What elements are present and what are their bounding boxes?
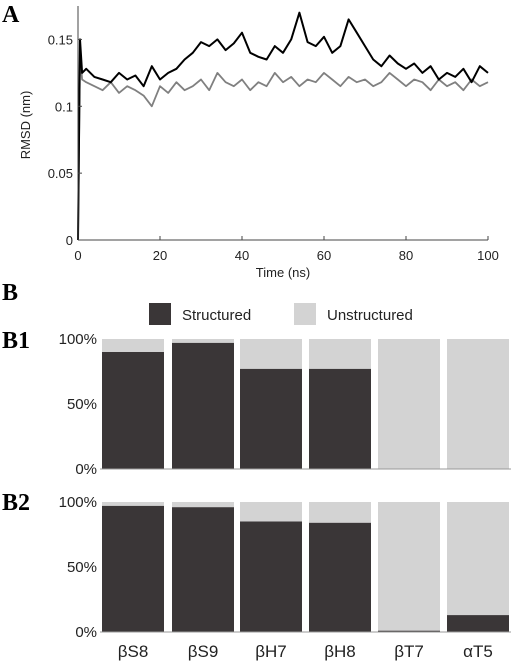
category-label: αT5 (463, 642, 493, 661)
legend: Structured Unstructured (149, 303, 413, 325)
b1-bar-unstructured (102, 339, 164, 352)
b2-bar-structured (240, 521, 302, 632)
b2-y-tick-label: 50% (67, 559, 97, 576)
category-label: βH8 (324, 642, 356, 661)
bar-chart-b1: 0% 50% 100% (59, 331, 511, 478)
x-axis-label: Time (ns) (256, 265, 310, 280)
b2-bar-structured (378, 630, 440, 632)
legend-swatch-unstructured (294, 303, 316, 325)
x-tick-label: 20 (153, 248, 167, 263)
y-tick-label: 0.15 (48, 32, 73, 47)
b1-y-tick-label: 100% (59, 331, 97, 348)
panel-label-b: B (2, 280, 18, 306)
b1-bar-unstructured (240, 339, 302, 369)
y-ticks: 0 0.05 0.1 0.15 (48, 32, 82, 248)
y-axis-label: RMSD (nm) (18, 91, 33, 160)
b2-bar-structured (102, 505, 164, 632)
b1-bar-unstructured (309, 339, 371, 369)
category-label: βS9 (188, 642, 219, 661)
line-series-gray (77, 51, 489, 241)
x-ticks: 0 20 40 60 80 100 (74, 236, 499, 263)
category-label: βT7 (394, 642, 424, 661)
legend-swatch-structured (149, 303, 171, 325)
b2-y-tick-label: 100% (59, 494, 97, 511)
b2-bar-unstructured (378, 502, 440, 631)
b2-bar-unstructured (447, 502, 509, 616)
b1-y-tick-label: 0% (75, 461, 97, 478)
line-series-group (77, 11, 489, 241)
rmsd-line-chart: 0 20 40 60 80 100 0 0.05 0.1 0.15 Time (ns) RMSD… (18, 6, 499, 280)
b1-bar-structured (102, 352, 164, 469)
b2-bar-unstructured (240, 502, 302, 522)
b2-bar-structured (309, 522, 371, 632)
legend-label-structured: Structured (182, 307, 251, 324)
b2-bar-structured (172, 507, 234, 632)
b2-bar-unstructured (309, 502, 371, 523)
x-tick-label: 100 (477, 248, 499, 263)
category-labels: βS8 βS9 βH7 βH8 βT7 αT5 (118, 642, 493, 661)
x-tick-label: 0 (74, 248, 81, 263)
b2-bar-structured (447, 615, 509, 632)
b2-y-tick-label: 0% (75, 624, 97, 641)
panel-label-b2: B2 (2, 490, 30, 516)
panel-label-b1: B1 (2, 328, 30, 354)
legend-label-unstructured: Unstructured (327, 307, 413, 324)
b1-bar-structured (309, 368, 371, 469)
b2-bar-unstructured (102, 502, 164, 506)
bar-chart-b2: 0% 50% 100% (59, 494, 511, 641)
b1-bar-unstructured (378, 339, 440, 469)
b1-bar-unstructured (172, 339, 234, 343)
y-tick-label: 0.05 (48, 166, 73, 181)
category-label: βS8 (118, 642, 149, 661)
y-tick-label: 0 (66, 233, 73, 248)
y-tick-label: 0.1 (55, 99, 73, 114)
b1-y-tick-label: 50% (67, 396, 97, 413)
b1-bar-structured (240, 368, 302, 469)
b1-bar-unstructured (447, 339, 509, 469)
b2-bar-unstructured (172, 502, 234, 508)
category-label: βH7 (255, 642, 287, 661)
x-tick-label: 80 (399, 248, 413, 263)
x-tick-label: 40 (235, 248, 249, 263)
x-tick-label: 60 (317, 248, 331, 263)
b1-bar-structured (172, 342, 234, 469)
line-series-black (77, 11, 489, 241)
panel-label-a: A (2, 2, 20, 28)
